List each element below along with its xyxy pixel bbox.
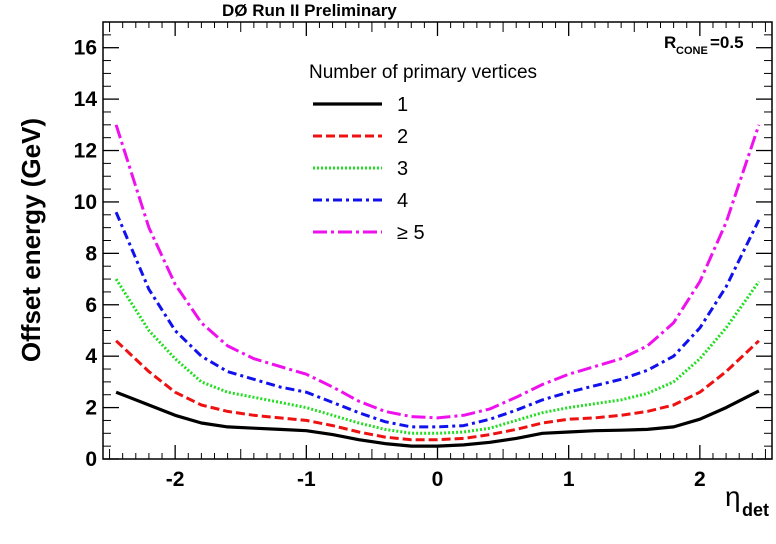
- x-tick-label: 2: [694, 468, 706, 491]
- x-axis-ticks: -2 -1 0 1 2: [109, 22, 766, 491]
- y-tick-label: 8: [85, 242, 97, 265]
- y-tick-label: 0: [85, 448, 97, 471]
- series-lines: [114, 124, 761, 448]
- x-axis-label-symbol: η: [725, 481, 741, 512]
- series-line-2: [115, 339, 760, 442]
- cone-annotation: R CONE =0.5: [664, 33, 744, 57]
- y-axis-label: Offset energy (GeV): [16, 118, 46, 362]
- x-axis-label-subscript: det: [742, 500, 769, 520]
- plot-area: [102, 21, 773, 460]
- y-tick-label: 2: [85, 397, 97, 420]
- x-tick-label: 0: [432, 468, 444, 491]
- legend-label-3: 3: [397, 158, 408, 180]
- legend-label-1: 1: [397, 94, 408, 116]
- cone-annotation-value: =0.5: [710, 33, 744, 52]
- legend-title: Number of primary vertices: [309, 62, 537, 83]
- x-tick-label: -2: [166, 468, 185, 491]
- legend-label-2: 2: [397, 126, 408, 148]
- legend-label-5: ≥ 5: [397, 222, 425, 244]
- plot-frame: [102, 21, 773, 460]
- legend: Number of primary vertices 1 2 3 4 ≥ 5: [309, 62, 537, 244]
- y-tick-label: 12: [74, 140, 97, 163]
- chart-title: DØ Run II Preliminary: [222, 1, 397, 20]
- y-tick-label: 16: [74, 37, 97, 60]
- x-axis-label: η det: [725, 481, 769, 520]
- x-tick-label: 1: [563, 468, 575, 491]
- y-tick-label: 4: [85, 345, 97, 368]
- legend-entries: 1 2 3 4 ≥ 5: [313, 94, 425, 244]
- cone-annotation-sub: CONE: [676, 45, 708, 57]
- y-tick-label: 6: [85, 294, 97, 317]
- y-tick-label: 10: [74, 191, 97, 214]
- cone-annotation-r: R: [664, 33, 676, 52]
- x-tick-label: -1: [297, 468, 316, 491]
- series-line-3: [114, 278, 761, 435]
- y-tick-label: 14: [74, 88, 98, 111]
- series-line-5: [114, 124, 761, 420]
- series-line-1: [115, 389, 760, 448]
- legend-label-4: 4: [397, 190, 408, 212]
